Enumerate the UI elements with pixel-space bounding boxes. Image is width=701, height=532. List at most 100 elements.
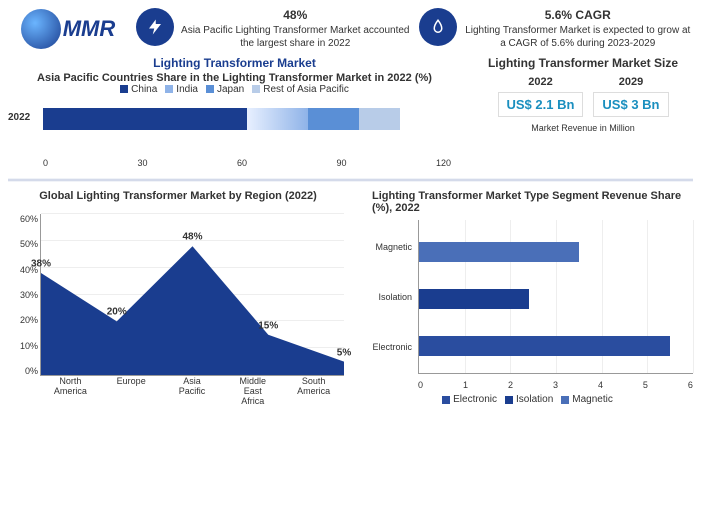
stacked-legend: China India Japan Rest of Asia Pacific — [8, 84, 461, 97]
legend-label: Isolation — [516, 394, 553, 405]
legend-swatch — [561, 396, 569, 404]
logo: MMR — [8, 8, 128, 50]
bar — [419, 242, 579, 262]
market-size-section: Lighting Transformer Market Size 2022 US$… — [473, 56, 693, 171]
tick-label: 20% — [8, 315, 38, 325]
category-label: Asia Pacific — [162, 376, 223, 406]
category-label: Magnetic — [362, 242, 418, 252]
stat-cagr-desc: Lighting Transformer Market is expected … — [463, 24, 694, 50]
area-plot: 38%20%48%15%5% — [40, 214, 344, 376]
logo-text: MMR — [63, 16, 116, 42]
area-title: Global Lighting Transformer Market by Re… — [8, 190, 348, 202]
size-value: US$ 2.1 Bn — [498, 92, 584, 117]
size-column: 2022 US$ 2.1 Bn — [498, 76, 584, 117]
legend-label: Electronic — [453, 394, 497, 405]
size-columns: 2022 US$ 2.1 Bn 2029 US$ 3 Bn — [473, 76, 693, 117]
hbar-title: Lighting Transformer Market Type Segment… — [362, 190, 693, 214]
legend-swatch — [206, 85, 214, 93]
flame-icon — [419, 8, 457, 46]
hbar-legend: Electronic Isolation Magnetic — [362, 394, 693, 407]
globe-icon — [21, 9, 61, 49]
tick-label: 3 — [553, 380, 558, 390]
tick-label: 5 — [643, 380, 648, 390]
mid-row: Lighting Transformer Market Asia Pacific… — [8, 56, 693, 171]
stat-cagr-text: 5.6% CAGR Lighting Transformer Market is… — [463, 8, 694, 50]
data-label: 20% — [107, 307, 127, 318]
tick-label: 6 — [688, 380, 693, 390]
stat-share-value: 48% — [180, 8, 411, 24]
stacked-bar-section: Lighting Transformer Market Asia Pacific… — [8, 56, 461, 171]
hbar-bars — [419, 228, 693, 370]
legend-swatch — [120, 85, 128, 93]
legend-item: Japan — [206, 84, 244, 95]
data-label: 5% — [337, 347, 351, 358]
tick-label: 30 — [137, 158, 147, 168]
tick-label: 1 — [463, 380, 468, 390]
category-label: Electronic — [362, 342, 418, 352]
legend-swatch — [165, 85, 173, 93]
stat-cagr-value: 5.6% CAGR — [463, 8, 694, 24]
size-title: Lighting Transformer Market Size — [473, 56, 693, 70]
bottom-row: Global Lighting Transformer Market by Re… — [8, 190, 693, 407]
legend-label: Magnetic — [572, 394, 613, 405]
legend-label: China — [131, 84, 157, 95]
legend-swatch — [505, 396, 513, 404]
area-y-axis: 60%50%40%30%20%10%0% — [8, 214, 38, 376]
tick-label: 120 — [436, 158, 451, 168]
bar-segment — [247, 108, 308, 130]
legend-item: Isolation — [505, 394, 553, 405]
stacked-bar-chart: 2022 0 30 60 90 120 — [8, 100, 461, 170]
category-label: Isolation — [362, 292, 418, 302]
legend-swatch — [252, 85, 260, 93]
bar — [419, 336, 670, 356]
tick-label: 0 — [43, 158, 48, 168]
tick-label: 60 — [237, 158, 247, 168]
tick-label: 50% — [8, 239, 38, 249]
tick-label: 0% — [8, 366, 38, 376]
section-divider — [8, 178, 693, 182]
stat-share-text: 48% Asia Pacific Lighting Transformer Ma… — [180, 8, 411, 50]
stacked-bar-track — [43, 108, 451, 130]
area-x-axis: North AmericaEuropeAsia PacificMiddle Ea… — [40, 376, 344, 406]
legend-item: Electronic — [442, 394, 497, 405]
stacked-year-label: 2022 — [8, 112, 30, 123]
legend-item: Magnetic — [561, 394, 613, 405]
stacked-x-ticks: 0 30 60 90 120 — [43, 158, 451, 168]
top-row: MMR 48% Asia Pacific Lighting Transforme… — [8, 8, 693, 50]
legend-item: China — [120, 84, 157, 95]
stat-cagr: 5.6% CAGR Lighting Transformer Market is… — [419, 8, 694, 50]
legend-swatch — [442, 396, 450, 404]
size-column: 2029 US$ 3 Bn — [593, 76, 668, 117]
hbar-chart: MagneticIsolationElectronic 0123456 — [362, 220, 693, 390]
size-value: US$ 3 Bn — [593, 92, 668, 117]
data-label: 15% — [258, 321, 278, 332]
legend-label: India — [176, 84, 198, 95]
tick-label: 30% — [8, 290, 38, 300]
area-chart-section: Global Lighting Transformer Market by Re… — [8, 190, 348, 407]
category-label: South America — [283, 376, 344, 406]
area-chart: 60%50%40%30%20%10%0% 38%20%48%15%5% Nort… — [8, 206, 348, 406]
tick-label: 2 — [508, 380, 513, 390]
bar-segment — [43, 108, 247, 130]
bar-segment — [359, 108, 400, 130]
legend-label: Japan — [217, 84, 244, 95]
bolt-icon — [136, 8, 174, 46]
tick-label: 0 — [418, 380, 423, 390]
legend-item: Rest of Asia Pacific — [252, 84, 349, 95]
bar-segment — [308, 108, 359, 130]
size-year: 2022 — [498, 76, 584, 88]
size-year: 2029 — [593, 76, 668, 88]
size-note: Market Revenue in Million — [473, 123, 693, 133]
tick-label: 60% — [8, 214, 38, 224]
hbar-x-ticks: 0123456 — [418, 380, 693, 390]
legend-item: India — [165, 84, 198, 95]
tick-label: 10% — [8, 341, 38, 351]
legend-label: Rest of Asia Pacific — [263, 84, 349, 95]
stat-share-desc: Asia Pacific Lighting Transformer Market… — [180, 24, 411, 50]
category-label: North America — [40, 376, 101, 406]
stacked-title: Asia Pacific Countries Share in the Ligh… — [8, 72, 461, 84]
bar — [419, 289, 529, 309]
data-label: 38% — [31, 259, 51, 270]
tick-label: 90 — [336, 158, 346, 168]
stat-share: 48% Asia Pacific Lighting Transformer Ma… — [136, 8, 411, 50]
